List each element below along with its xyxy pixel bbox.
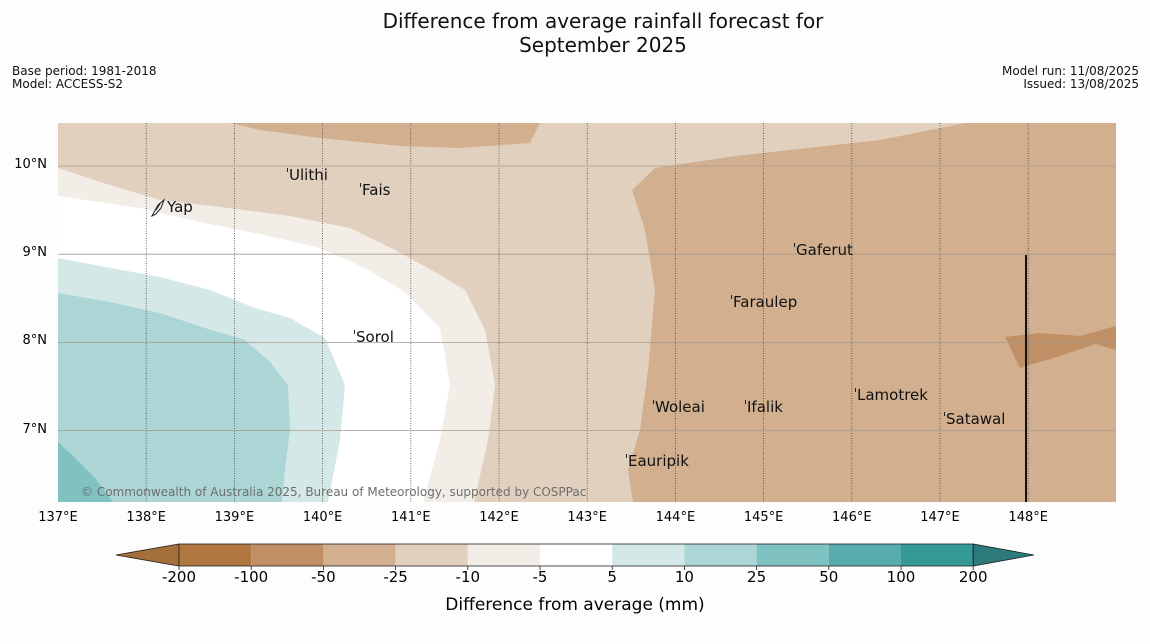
latitude-tick-label: 10°N: [14, 157, 47, 172]
place-name: Lamotrek: [857, 386, 928, 404]
place-name: Faraulep: [733, 293, 798, 311]
place-label-sorol[interactable]: Sorol: [354, 330, 394, 345]
place-name: Woleai: [655, 398, 705, 416]
longitude-tick-label: 141°E: [391, 510, 431, 525]
place-marker: [794, 243, 795, 247]
colorbar-extend-low: [115, 543, 180, 567]
band-minus-25-to-minus-50-east: [628, 123, 1116, 502]
place-marker: [626, 454, 627, 458]
colorbar-outline: [178, 543, 974, 567]
place-marker: [944, 412, 945, 416]
place-marker: [855, 388, 856, 392]
place-label-gaferut[interactable]: Gaferut: [794, 243, 853, 258]
model-text: Model: ACCESS-S2: [12, 77, 124, 91]
place-marker: [354, 330, 355, 334]
meta-left: Base period: 1981-2018 Model: ACCESS-S2: [12, 65, 157, 91]
colorbar-segment: [540, 544, 613, 566]
longitude-tick-label: 143°E: [567, 510, 607, 525]
band-minus-50-to-minus-100-patch: [1005, 326, 1116, 368]
longitude-tick-label: 137°E: [38, 510, 78, 525]
colorbar-tick-label: 5: [607, 568, 617, 586]
longitude-tick-label: 148°E: [1008, 510, 1048, 525]
place-name: Sorol: [356, 328, 394, 346]
yap-island-outline: [150, 198, 166, 218]
chart-title: Difference from average rainfall forecas…: [0, 9, 1150, 57]
colorbar-segment: [467, 544, 540, 566]
place-label-lamotrek[interactable]: Lamotrek: [855, 388, 928, 403]
place-marker: [745, 400, 746, 404]
colorbar-segment: [901, 544, 974, 566]
longitude-tick-label: 146°E: [832, 510, 872, 525]
base-period-text: Base period: 1981-2018: [12, 64, 157, 78]
colorbar-tick-label: -25: [383, 568, 408, 586]
colorbar-segment: [756, 544, 829, 566]
band-25-to-50: [58, 442, 113, 502]
colorbar-segment: [395, 544, 468, 566]
colorbar-segment: [179, 544, 252, 566]
longitude-tick-label: 145°E: [743, 510, 784, 525]
latitude-tick-label: 9°N: [22, 245, 48, 261]
place-label-woleai[interactable]: Woleai: [653, 400, 705, 415]
place-label-eauripik[interactable]: Eauripik: [626, 454, 689, 469]
longitude-tick-label: 138°E: [126, 510, 166, 525]
place-name: Ifalik: [747, 398, 783, 416]
colorbar-tick-label: -200: [161, 568, 197, 586]
longitude-tick-label: 139°E: [214, 510, 255, 525]
place-name: Gaferut: [796, 241, 853, 259]
place-marker: [731, 295, 732, 299]
place-name: Satawal: [946, 410, 1006, 428]
colorbar-tick-label: 100: [886, 568, 916, 586]
colorbar-label: Difference from average (mm): [445, 595, 705, 615]
colorbar-segment: [828, 544, 901, 566]
band-10-to-25: [58, 293, 290, 502]
place-marker: [653, 400, 654, 404]
latitude-tick-label: 7°N: [22, 421, 48, 437]
colorbar-tick-label: -5: [532, 568, 548, 586]
colorbar-segment: [323, 544, 396, 566]
band-minus-25-to-minus-50-north: [230, 123, 540, 148]
copyright-text: © Commonwealth of Australia 2025, Bureau…: [81, 485, 587, 499]
colorbar-tick-label: -100: [234, 568, 269, 586]
place-label-faraulep[interactable]: Faraulep: [731, 295, 797, 310]
colorbar-segment: [612, 544, 685, 566]
model-run-text: Model run: 11/08/2025: [1001, 64, 1139, 78]
colorbar-segment: [251, 544, 324, 566]
place-label-ulithi[interactable]: Ulithi: [287, 168, 328, 183]
grid-layer: [58, 123, 1116, 502]
place-marker: [360, 183, 361, 187]
colorbar-tick-label: -50: [311, 568, 336, 586]
colorbar-tick-label: 10: [674, 568, 694, 586]
place-label-satawal[interactable]: Satawal: [944, 412, 1005, 427]
colorbar-tick-label: 25: [747, 568, 767, 586]
chart-title-line1: Difference from average rainfall forecas…: [382, 9, 824, 33]
longitude-tick-label: 142°E: [479, 510, 519, 525]
place-name: Yap: [167, 198, 193, 216]
longitude-tick-label: 144°E: [655, 510, 696, 525]
colorbar-tick-label: 200: [958, 568, 988, 586]
latitude-tick-label: 8°N: [22, 333, 48, 349]
place-label-fais[interactable]: Fais: [360, 183, 390, 198]
colorbar-tick-label: -10: [455, 568, 481, 586]
chart-title-line2: September 2025: [519, 33, 687, 57]
longitude-tick-label: 147°E: [920, 510, 960, 525]
meta-right: Model run: 11/08/2025 Issued: 13/08/2025: [1002, 65, 1139, 91]
place-marker: [287, 168, 288, 172]
place-name: Eauripik: [628, 452, 689, 470]
longitude-tick-label: 140°E: [302, 510, 343, 525]
place-label-yap[interactable]: Yap: [167, 200, 193, 215]
issued-text: Issued: 13/08/2025: [1023, 77, 1139, 91]
colorbar-segment: [684, 544, 757, 566]
colorbar-tick-label: 50: [819, 568, 839, 586]
place-name: Ulithi: [289, 166, 328, 184]
place-label-ifalik[interactable]: Ifalik: [745, 400, 783, 415]
colorbar-extend-high: [972, 543, 1035, 567]
place-name: Fais: [362, 181, 391, 199]
